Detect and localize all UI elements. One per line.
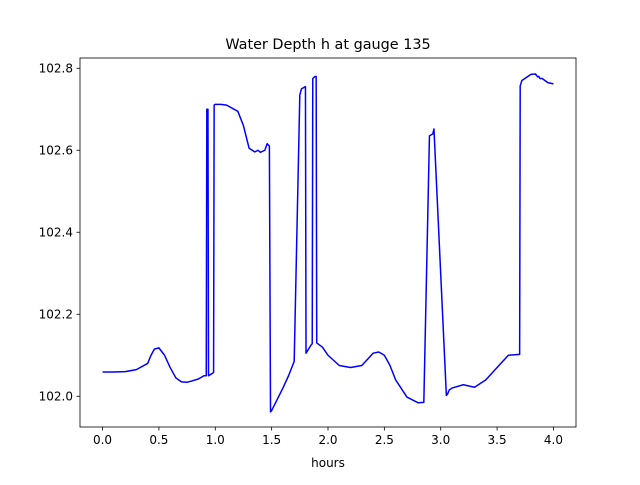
- x-tick-label: 1.5: [262, 433, 281, 447]
- x-tick-label: 3.5: [488, 433, 507, 447]
- plot-area: [80, 58, 576, 427]
- y-axis: 102.0 102.2 102.4 102.6 102.8: [39, 61, 80, 403]
- x-tick-label: 4.0: [544, 433, 563, 447]
- series-line-0: [102, 73, 554, 413]
- y-tick-label: 102.6: [39, 143, 73, 157]
- x-tick-label: 2.5: [375, 433, 394, 447]
- x-tick-label: 0.5: [149, 433, 168, 447]
- y-tick-label: 102.8: [39, 61, 73, 75]
- x-tick-label: 0.0: [93, 433, 112, 447]
- series-layer: [102, 73, 554, 413]
- chart-title: Water Depth h at gauge 135: [225, 37, 430, 53]
- x-tick-label: 2.0: [318, 433, 337, 447]
- y-tick-label: 102.0: [39, 389, 73, 403]
- x-tick-label: 1.0: [206, 433, 225, 447]
- y-tick-label: 102.4: [39, 225, 73, 239]
- x-axis-label: hours: [311, 456, 345, 470]
- x-axis: 0.0 0.5 1.0 1.5 2.0 2.5 3.0 3.5 4.0: [93, 427, 563, 447]
- x-tick-label: 3.0: [431, 433, 450, 447]
- y-tick-label: 102.2: [39, 307, 73, 321]
